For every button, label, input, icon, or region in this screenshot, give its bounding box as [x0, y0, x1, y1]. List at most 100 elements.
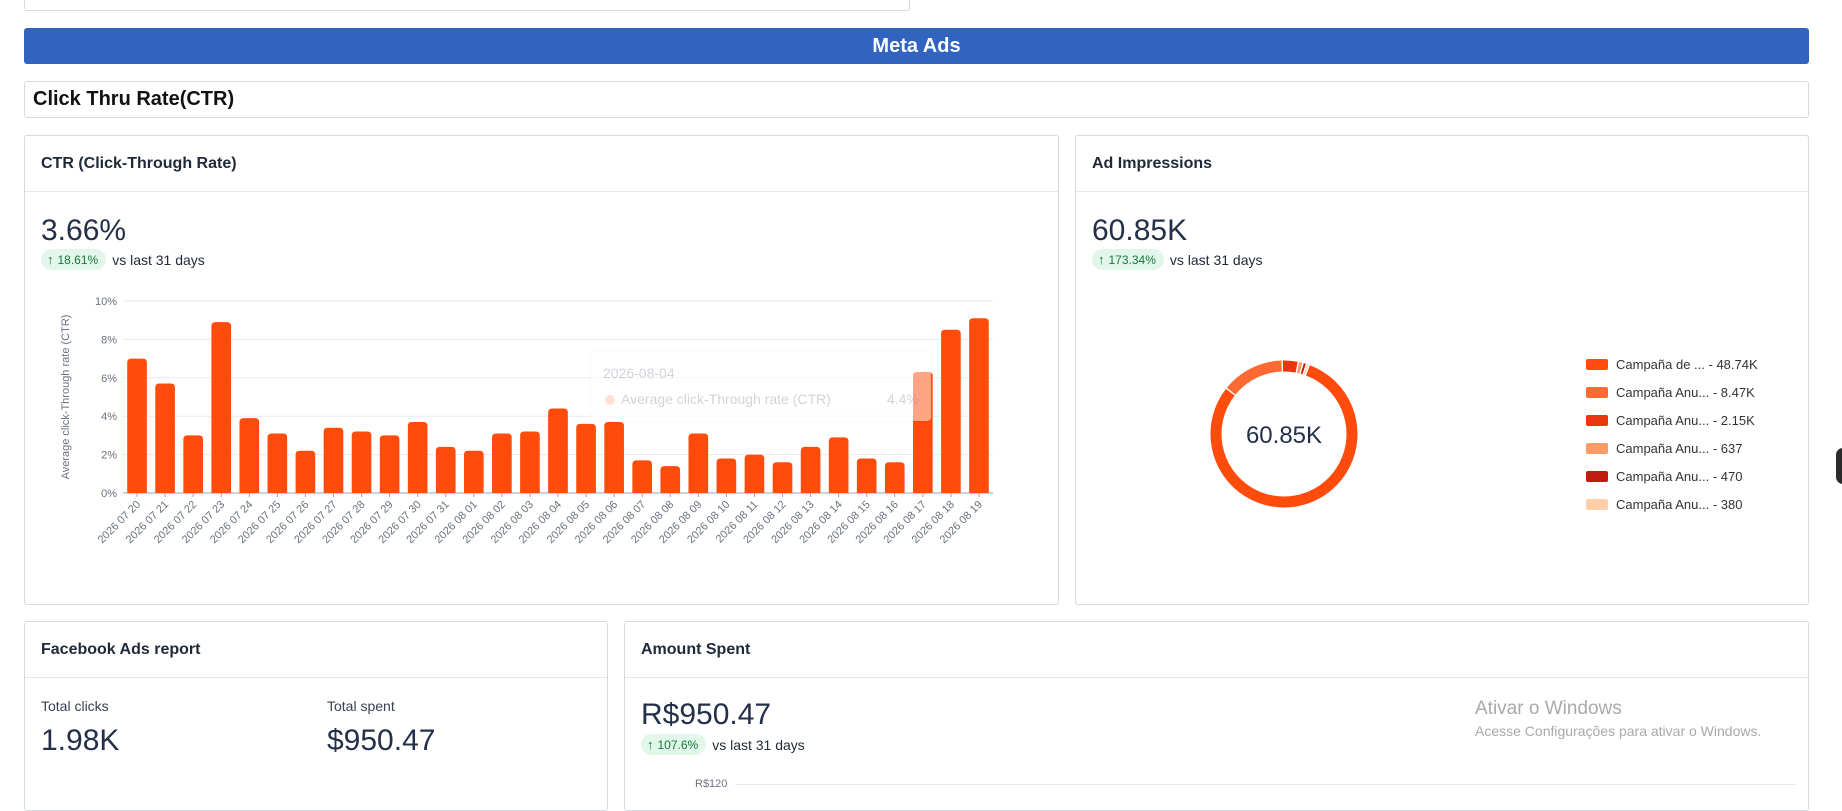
legend-swatch: [1586, 359, 1608, 370]
amount-spent-value: R$950.47: [641, 698, 771, 732]
legend-swatch: [1586, 415, 1608, 426]
meta-ads-banner: Meta Ads: [24, 28, 1809, 64]
legend-swatch: [1586, 443, 1608, 454]
amount-change: 107.6%: [658, 738, 699, 752]
windows-activation-subtitle: Acesse Configurações para ativar o Windo…: [1475, 723, 1761, 739]
ctr-bar[interactable]: [969, 318, 989, 493]
impressions-compare: vs last 31 days: [1170, 252, 1263, 268]
ctr-bar[interactable]: [211, 322, 231, 493]
ctr-bar[interactable]: [127, 359, 147, 493]
legend-item[interactable]: Campaña Anu... - 2.15K: [1586, 413, 1755, 428]
legend-item[interactable]: Campaña Anu... - 637: [1586, 441, 1742, 456]
y-tick-label: 2%: [101, 450, 117, 462]
ctr-bar[interactable]: [183, 435, 203, 493]
y-tick-label: 0%: [101, 488, 117, 500]
ctr-change: 18.61%: [58, 253, 99, 267]
ctr-bar[interactable]: [268, 433, 288, 493]
y-tick-label: 6%: [101, 373, 117, 385]
ctr-card-title: CTR (Click-Through Rate): [25, 136, 1058, 192]
tooltip-value: 4.4%: [887, 391, 919, 407]
amount-spent-card: Amount Spent R$950.47 ↑ 107.6% vs last 3…: [624, 621, 1809, 811]
y-tick-label: 8%: [101, 334, 117, 346]
impressions-donut-chart: 60.85K: [1134, 284, 1434, 584]
ctr-bar[interactable]: [324, 428, 344, 493]
ctr-bar-chart: 0%2%4%6%8%10%Average click-Through rate …: [25, 291, 1025, 591]
impressions-change: 173.34%: [1109, 253, 1156, 267]
amount-spent-card-title: Amount Spent: [625, 622, 1808, 678]
ctr-bar[interactable]: [941, 330, 961, 493]
donut-slice[interactable]: [1283, 366, 1297, 367]
y-axis-label: Average click-Through rate (CTR): [60, 315, 72, 480]
legend-label: Campaña Anu... - 2.15K: [1616, 413, 1755, 428]
ctr-bar[interactable]: [829, 437, 849, 493]
total-spent-label: Total spent: [327, 698, 395, 714]
ctr-bar[interactable]: [492, 433, 512, 493]
legend-label: Campaña Anu... - 380: [1616, 497, 1742, 512]
arrow-up-icon: ↑: [647, 737, 654, 752]
amount-change-badge: ↑ 107.6%: [641, 734, 706, 755]
ctr-bar[interactable]: [885, 462, 905, 493]
ctr-bar[interactable]: [296, 451, 316, 493]
total-spent-value: $950.47: [327, 724, 435, 758]
impressions-change-badge: ↑ 173.34%: [1092, 249, 1164, 270]
donut-slice[interactable]: [1302, 369, 1304, 370]
windows-activation-title: Ativar o Windows: [1475, 698, 1622, 720]
ctr-bar[interactable]: [576, 424, 596, 493]
ctr-bar[interactable]: [857, 458, 877, 493]
impressions-trend: ↑ 173.34% vs last 31 days: [1092, 249, 1262, 270]
tooltip-label: Average click-Through rate (CTR): [621, 391, 831, 407]
legend-item[interactable]: Campaña Anu... - 8.47K: [1586, 385, 1755, 400]
legend-swatch: [1586, 499, 1608, 510]
amount-compare: vs last 31 days: [712, 737, 805, 753]
ctr-bar[interactable]: [548, 409, 568, 493]
legend-item[interactable]: Campaña Anu... - 470: [1586, 469, 1742, 484]
legend-swatch: [1586, 471, 1608, 482]
amount-axis-top-label: R$120: [695, 778, 727, 790]
banner-title: Meta Ads: [872, 35, 960, 58]
legend-swatch: [1586, 387, 1608, 398]
amount-gridline: [735, 784, 1795, 785]
donut-center-label: 60.85K: [1246, 422, 1322, 449]
donut-slice[interactable]: [1231, 366, 1281, 391]
impressions-card-title: Ad Impressions: [1076, 136, 1808, 192]
ctr-bar[interactable]: [773, 462, 793, 493]
facebook-ads-card: Facebook Ads report Total clicks 1.98K T…: [24, 621, 608, 811]
arrow-up-icon: ↑: [47, 252, 54, 267]
previous-section-box: [24, 0, 910, 11]
ctr-bar[interactable]: [689, 433, 709, 493]
side-scroll-handle[interactable]: [1836, 448, 1842, 484]
ctr-bar[interactable]: [660, 466, 680, 493]
amount-spent-trend: ↑ 107.6% vs last 31 days: [641, 734, 805, 755]
y-tick-label: 10%: [95, 296, 117, 308]
ctr-bar[interactable]: [520, 432, 540, 493]
ctr-bar[interactable]: [604, 422, 624, 493]
ctr-bar[interactable]: [352, 432, 372, 493]
total-clicks-label: Total clicks: [41, 698, 109, 714]
donut-slice[interactable]: [1298, 367, 1301, 368]
ctr-bar[interactable]: [239, 418, 259, 493]
ctr-bar[interactable]: [464, 451, 484, 493]
legend-label: Campaña Anu... - 470: [1616, 469, 1742, 484]
legend-label: Campaña de ... - 48.74K: [1616, 357, 1758, 372]
ctr-bar[interactable]: [745, 455, 765, 493]
arrow-up-icon: ↑: [1098, 252, 1105, 267]
ctr-bar[interactable]: [717, 458, 737, 493]
ctr-bar[interactable]: [155, 384, 175, 493]
chart-tooltip: 2026-08-04 Average click-Through rate (C…: [591, 351, 931, 421]
legend-item[interactable]: Campaña Anu... - 380: [1586, 497, 1742, 512]
facebook-ads-card-title: Facebook Ads report: [25, 622, 607, 678]
tooltip-dot: [605, 395, 615, 405]
total-clicks-value: 1.98K: [41, 724, 119, 758]
ctr-bar[interactable]: [408, 422, 428, 493]
tooltip-date: 2026-08-04: [603, 365, 675, 381]
legend-item[interactable]: Campaña de ... - 48.74K: [1586, 357, 1758, 372]
ctr-bar[interactable]: [380, 435, 400, 493]
ctr-bar[interactable]: [801, 447, 821, 493]
impressions-value: 60.85K: [1092, 214, 1187, 248]
ctr-change-badge: ↑ 18.61%: [41, 249, 106, 270]
ctr-bar[interactable]: [436, 447, 456, 493]
impressions-card: Ad Impressions 60.85K ↑ 173.34% vs last …: [1075, 135, 1809, 605]
section-title: Click Thru Rate(CTR): [24, 81, 1809, 118]
legend-label: Campaña Anu... - 637: [1616, 441, 1742, 456]
ctr-bar[interactable]: [632, 460, 652, 493]
